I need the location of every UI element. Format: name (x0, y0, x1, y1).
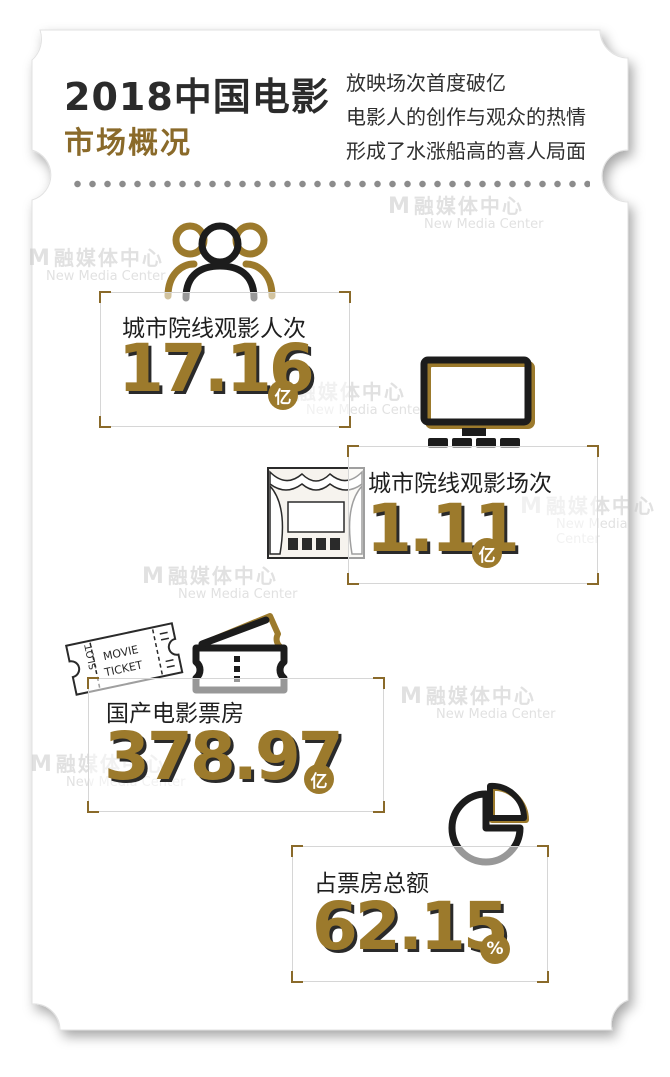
dotted-divider (70, 180, 590, 188)
stat-label: 国产电影票房 (106, 701, 244, 727)
stat-value: 62.15 (312, 888, 509, 965)
stat-card-screenings (347, 445, 599, 585)
intro-line: 放映场次首度破亿 (346, 71, 506, 95)
intro-text: 放映场次首度破亿 电影人的创作与观众的热情 形成了水涨船高的喜人局面 (346, 66, 586, 168)
unit-badge: 亿 (268, 380, 298, 410)
unit-badge: % (480, 934, 510, 964)
page-subtitle: 市场概况 (64, 126, 192, 161)
unit-badge: 亿 (304, 764, 334, 794)
intro-line: 电影人的创作与观众的热情 (346, 105, 586, 129)
stat-card-attendance (99, 291, 351, 428)
intro-line: 形成了水涨船高的喜人局面 (346, 139, 586, 163)
stat-label: 城市院线观影人次 (122, 316, 306, 342)
unit-badge: 亿 (472, 538, 502, 568)
stat-label: 占票房总额 (314, 871, 429, 897)
ticket-side-text: SLOT (83, 642, 99, 670)
stat-value: 378.97 (104, 718, 344, 795)
page-title: 2018中国电影 (64, 75, 330, 119)
people-icon (164, 222, 276, 302)
stat-card-domestic-box-office (87, 677, 385, 813)
tv-screen-icon (420, 356, 535, 448)
stat-label: 城市院线观影场次 (368, 471, 552, 497)
movie-ticket-sketch-icon: SLOT MOVIE TICKET (65, 622, 184, 696)
